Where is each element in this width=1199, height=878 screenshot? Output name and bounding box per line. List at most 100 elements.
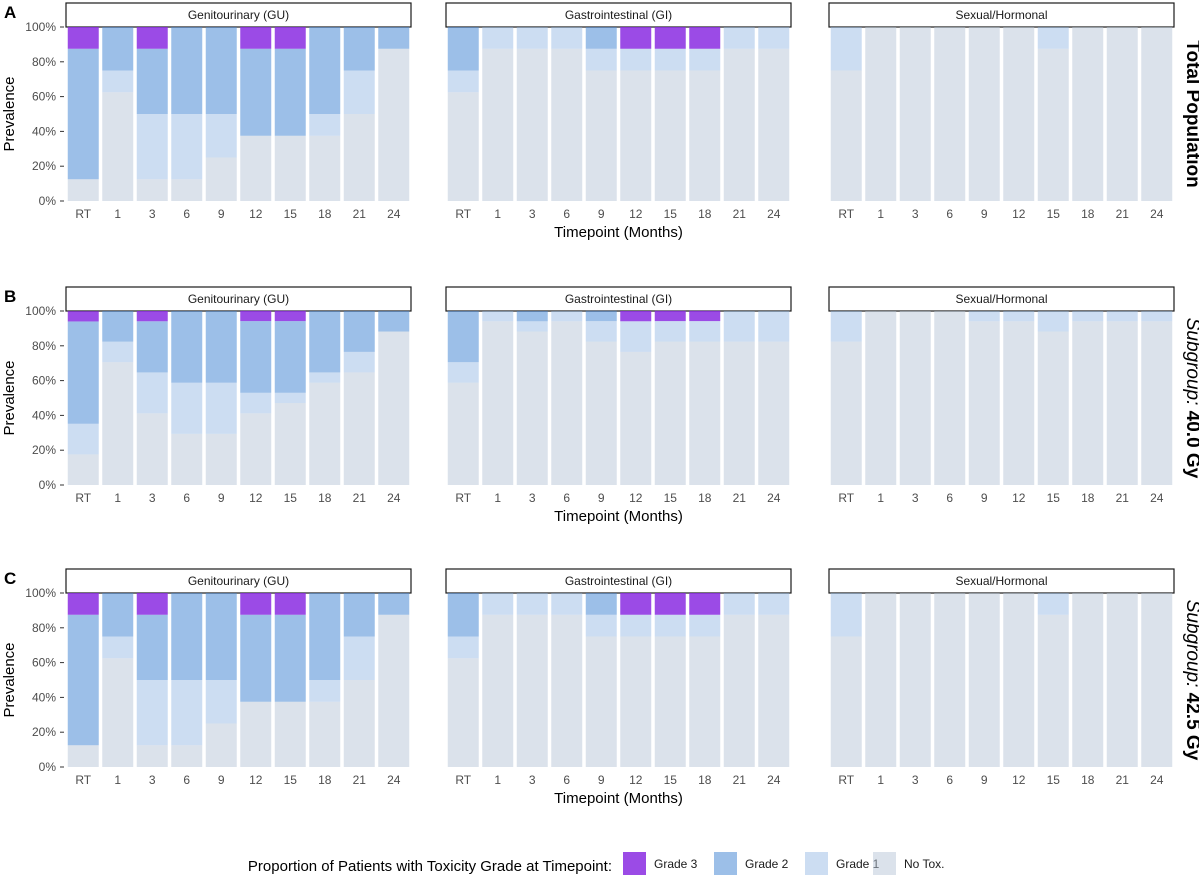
bar-grade-1-6 bbox=[551, 311, 583, 322]
bar-grade-1-1 bbox=[102, 341, 134, 363]
bar-no-tox--15 bbox=[274, 135, 306, 201]
bar-grade-1-3 bbox=[516, 321, 548, 332]
bar-no-tox--1 bbox=[102, 362, 134, 485]
x-tick-label: 21 bbox=[1116, 773, 1130, 787]
x-tick-label: 24 bbox=[387, 773, 401, 787]
x-tick-label: 3 bbox=[149, 491, 156, 505]
x-tick-label: 6 bbox=[563, 207, 570, 221]
legend-key-no-tox- bbox=[873, 852, 896, 875]
x-tick-label: 6 bbox=[946, 773, 953, 787]
bar-grade-2-1 bbox=[102, 593, 134, 637]
bar-no-tox--6 bbox=[934, 311, 966, 485]
x-tick-label: 6 bbox=[183, 207, 190, 221]
x-tick-label: 9 bbox=[218, 773, 225, 787]
bar-no-tox--12 bbox=[620, 351, 652, 485]
bar-no-tox--RT bbox=[67, 179, 99, 201]
bar-grade-2-24 bbox=[378, 593, 410, 615]
bar-grade-2-18 bbox=[309, 593, 341, 680]
x-tick-label: 3 bbox=[912, 773, 919, 787]
bar-no-tox--6 bbox=[551, 48, 583, 201]
bar-grade-1-9 bbox=[968, 311, 1000, 322]
bar-grade-1-9 bbox=[585, 321, 617, 342]
bar-grade-2-9 bbox=[205, 593, 237, 680]
y-tick-label: 40% bbox=[32, 124, 56, 138]
bar-grade-1-RT bbox=[830, 593, 862, 637]
bar-no-tox--15 bbox=[1037, 331, 1069, 485]
bar-no-tox--1 bbox=[482, 48, 514, 201]
x-tick-label: 3 bbox=[149, 773, 156, 787]
x-tick-label: 15 bbox=[664, 491, 678, 505]
x-tick-label: 12 bbox=[1012, 773, 1026, 787]
bar-grade-1-3 bbox=[136, 372, 168, 414]
bar-grade-1-12 bbox=[620, 321, 652, 352]
bar-no-tox--RT bbox=[830, 70, 862, 201]
bar-grade-1-21 bbox=[343, 636, 375, 680]
x-tick-label: 6 bbox=[563, 491, 570, 505]
bar-grade-1-15 bbox=[654, 614, 686, 637]
y-axis-title: Prevalence bbox=[1, 76, 18, 151]
bar-grade-3-12 bbox=[240, 593, 272, 615]
y-tick-label: 20% bbox=[32, 443, 56, 457]
bar-no-tox--3 bbox=[136, 745, 168, 767]
bar-grade-3-12 bbox=[240, 310, 272, 322]
bar-grade-1-21 bbox=[723, 593, 755, 615]
bar-grade-1-12 bbox=[620, 614, 652, 637]
x-tick-label: 24 bbox=[387, 491, 401, 505]
x-tick-label: 9 bbox=[598, 207, 605, 221]
bar-grade-1-18 bbox=[689, 614, 721, 637]
bar-no-tox--6 bbox=[934, 593, 966, 767]
bar-grade-1-15 bbox=[654, 321, 686, 342]
row-label-bold: 42.5 Gy bbox=[1182, 693, 1199, 761]
x-tick-label: RT bbox=[838, 207, 854, 221]
y-tick-label: 80% bbox=[32, 621, 56, 635]
bar-no-tox--18 bbox=[309, 701, 341, 767]
bar-no-tox--15 bbox=[654, 341, 686, 485]
bar-grade-3-RT bbox=[67, 593, 99, 615]
x-tick-label: 9 bbox=[218, 207, 225, 221]
x-tick-label: 6 bbox=[946, 207, 953, 221]
x-tick-label: 12 bbox=[629, 207, 643, 221]
bar-grade-2-6 bbox=[171, 593, 203, 680]
bar-grade-1-1 bbox=[482, 27, 514, 49]
bar-grade-3-15 bbox=[654, 593, 686, 615]
bar-no-tox--3 bbox=[899, 593, 931, 767]
bar-grade-1-1 bbox=[102, 70, 134, 93]
x-tick-label: 3 bbox=[149, 207, 156, 221]
y-tick-label: 60% bbox=[32, 656, 56, 670]
bar-grade-2-12 bbox=[240, 614, 272, 702]
panel-tag: C bbox=[4, 569, 16, 588]
bar-no-tox--6 bbox=[551, 321, 583, 485]
bar-grade-1-18 bbox=[1072, 311, 1104, 322]
bar-no-tox--RT bbox=[67, 745, 99, 767]
bar-no-tox--3 bbox=[899, 27, 931, 201]
bar-no-tox--18 bbox=[689, 70, 721, 201]
bar-grade-2-9 bbox=[205, 27, 237, 114]
y-tick-label: 60% bbox=[32, 90, 56, 104]
bar-grade-1-1 bbox=[102, 636, 134, 659]
x-tick-label: 21 bbox=[353, 773, 367, 787]
bar-no-tox--24 bbox=[758, 614, 790, 767]
x-tick-label: 1 bbox=[494, 773, 501, 787]
bar-grade-1-21 bbox=[723, 311, 755, 342]
bar-no-tox--9 bbox=[968, 321, 1000, 485]
panel-3-3: Sexual/Hormonal RT 1 3 6 9 12 15 18 21 24 bbox=[828, 568, 1175, 787]
bar-grade-3-18 bbox=[689, 310, 721, 322]
x-tick-label: 6 bbox=[183, 773, 190, 787]
legend-title: Proportion of Patients with Toxicity Gra… bbox=[248, 858, 612, 875]
x-tick-label: 12 bbox=[249, 773, 263, 787]
bar-grade-1-9 bbox=[205, 680, 237, 724]
x-tick-label: 1 bbox=[877, 491, 884, 505]
bar-no-tox--3 bbox=[516, 48, 548, 201]
panel-tag: A bbox=[4, 3, 16, 22]
row-label-bold: 40.0 Gy bbox=[1182, 411, 1199, 479]
row-label-italic: Subgroup: bbox=[1182, 318, 1199, 406]
panel-1-3: Sexual/Hormonal RT 1 3 6 9 12 15 18 21 24 bbox=[828, 2, 1175, 221]
bar-grade-1-3 bbox=[516, 27, 548, 49]
bar-grade-2-9 bbox=[585, 27, 617, 49]
x-tick-label: 3 bbox=[529, 773, 536, 787]
y-tick-label: 0% bbox=[39, 194, 57, 208]
x-tick-label: 9 bbox=[218, 491, 225, 505]
x-tick-label: 6 bbox=[563, 773, 570, 787]
bar-no-tox--21 bbox=[1106, 321, 1138, 485]
